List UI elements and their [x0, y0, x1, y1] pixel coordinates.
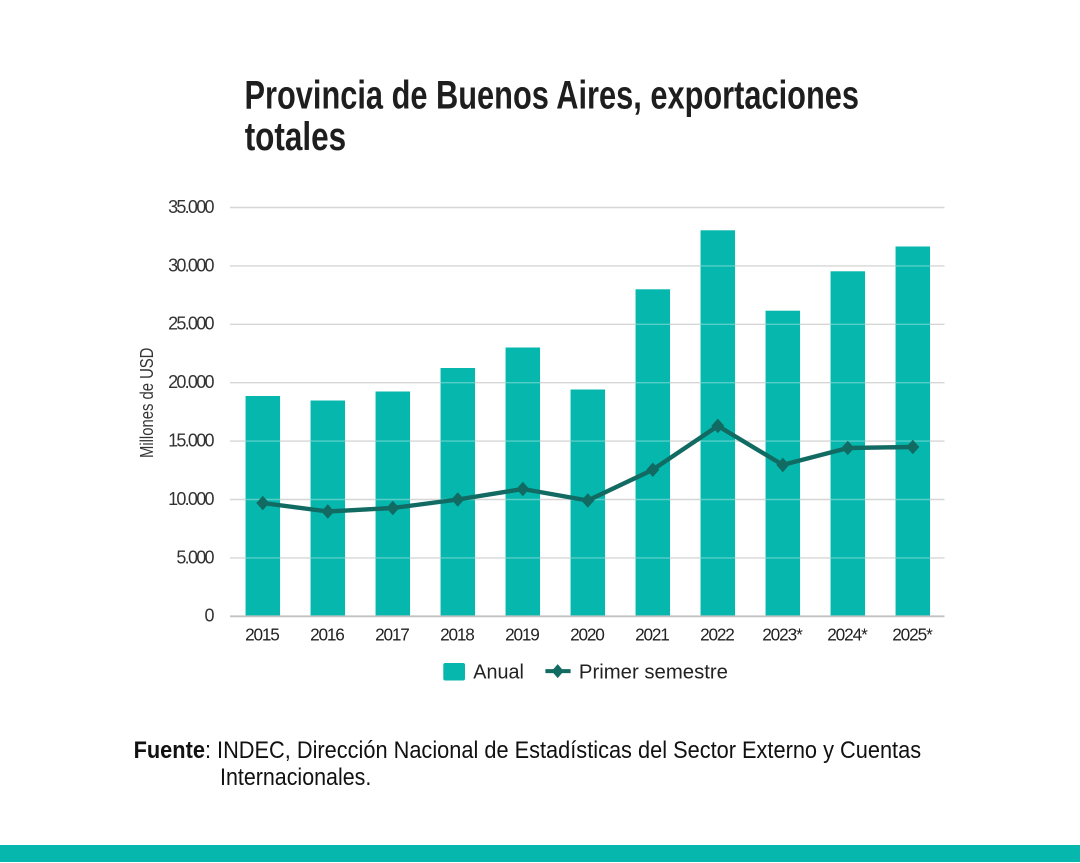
svg-text:15.000: 15.000: [168, 431, 214, 451]
svg-text:35.000: 35.000: [168, 197, 214, 217]
svg-text:2019: 2019: [505, 624, 540, 644]
svg-text:Provincia de Buenos Aires, exp: Provincia de Buenos Aires, exportaciones: [245, 74, 860, 118]
svg-text:Millones de USD: Millones de USD: [137, 348, 157, 458]
svg-text:30.000: 30.000: [168, 255, 214, 275]
svg-text:2021: 2021: [635, 624, 670, 644]
svg-text:2023*: 2023*: [762, 624, 803, 644]
svg-text:2017: 2017: [375, 624, 410, 644]
svg-text:20.000: 20.000: [168, 372, 214, 392]
svg-text:totales: totales: [245, 115, 347, 159]
svg-text:2024*: 2024*: [827, 624, 868, 644]
svg-text:Fuente: INDEC, Dirección Nacio: Fuente: INDEC, Dirección Nacional de Est…: [134, 737, 922, 764]
svg-text:5.000: 5.000: [176, 547, 214, 567]
svg-text:2018: 2018: [440, 624, 475, 644]
svg-text:10.000: 10.000: [168, 489, 214, 509]
svg-text:0: 0: [204, 606, 214, 626]
svg-text:Anual: Anual: [473, 661, 524, 684]
svg-text:2015: 2015: [245, 624, 280, 644]
svg-text:Primer semestre: Primer semestre: [579, 661, 728, 684]
svg-text:25.000: 25.000: [168, 314, 214, 334]
svg-text:2020: 2020: [570, 624, 605, 644]
svg-text:2022: 2022: [700, 624, 735, 644]
svg-text:2025*: 2025*: [892, 624, 933, 644]
svg-text:Internacionales.: Internacionales.: [220, 764, 371, 791]
svg-text:2016: 2016: [310, 624, 345, 644]
